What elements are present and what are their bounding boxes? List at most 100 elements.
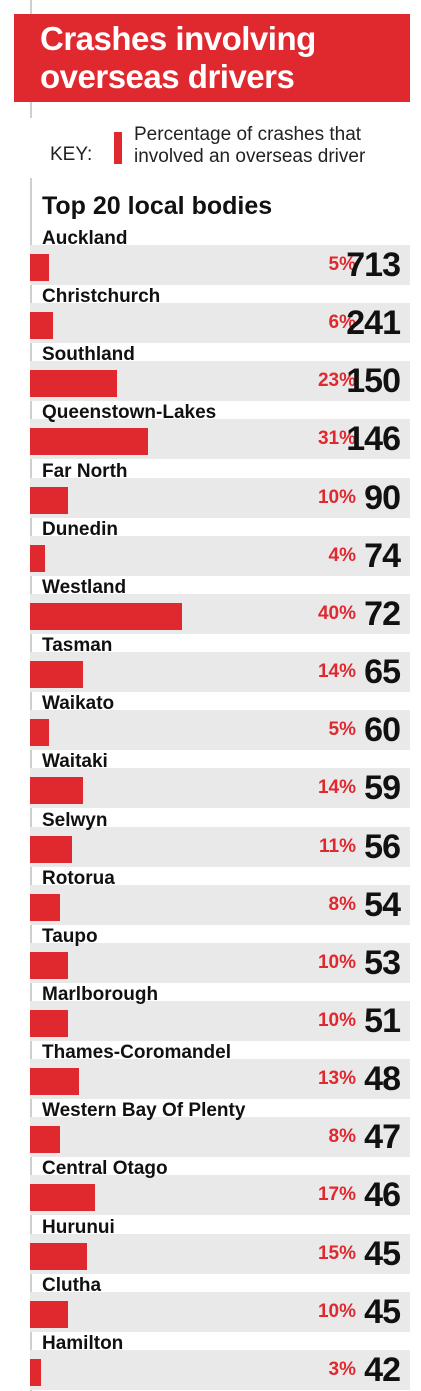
percentage-bar: [30, 254, 49, 281]
row-background: [30, 1349, 410, 1390]
percentage-bar: [30, 661, 84, 689]
category-label: Central Otago: [42, 1158, 168, 1180]
title-banner: Crashes involving overseas drivers: [14, 14, 410, 102]
crash-count-label: 713: [346, 246, 401, 284]
crash-count-label: 241: [346, 304, 401, 343]
percentage-label: 3%: [328, 1358, 356, 1380]
row-background: [30, 710, 410, 751]
percentage-label: 13%: [317, 1068, 356, 1090]
chart-row: Hamilton 3% 42: [30, 1332, 410, 1390]
chart-row: Marlborough 10% 51: [30, 983, 410, 1041]
row-background: [30, 768, 410, 809]
percentage-label: 14%: [317, 777, 356, 799]
title-line-2: overseas drivers: [40, 58, 295, 95]
percentage-bar: [30, 370, 118, 398]
crash-count-label: 150: [346, 362, 401, 401]
crash-count-label: 65: [364, 653, 401, 692]
percentage-bar: [30, 1068, 80, 1096]
crash-count-label: 146: [346, 420, 401, 459]
percentage-bar: [30, 893, 61, 921]
crash-count-label: 45: [364, 1234, 401, 1273]
category-label: Western Bay Of Plenty: [42, 1100, 246, 1122]
percentage-label: 10%: [317, 1009, 356, 1031]
chart-row: Waitaki 14% 59: [30, 750, 410, 809]
percentage-label: 11%: [319, 835, 356, 857]
percentage-bar: [30, 1126, 61, 1154]
row-background: [30, 1117, 410, 1158]
percentage-bar: [30, 486, 68, 514]
row-background: [30, 303, 410, 344]
chart-row: Tasman 14% 65: [30, 634, 410, 693]
row-background: [30, 1233, 410, 1274]
category-label: Southland: [42, 344, 135, 366]
legend-description-line-2: involved an overseas driver: [134, 146, 366, 167]
chart-row: Southland 23% 150: [30, 343, 410, 402]
category-label: Auckland: [42, 228, 128, 249]
category-label: Waitaki: [42, 751, 108, 773]
percentage-label: 17%: [317, 1184, 356, 1206]
category-label: Clutha: [42, 1274, 102, 1296]
category-label: Westland: [42, 576, 127, 598]
percentage-label: 6%: [328, 312, 356, 334]
chart-title: Top 20 local bodies: [42, 192, 273, 220]
percentage-label: 10%: [317, 1300, 356, 1322]
percentage-label: 31%: [317, 428, 356, 450]
category-label: Selwyn: [42, 809, 108, 831]
percentage-label: 4%: [328, 544, 356, 566]
percentage-label: 5%: [328, 254, 356, 275]
chart-row: Westland 40% 72: [30, 576, 410, 634]
crash-count-label: 47: [364, 1118, 401, 1157]
row-background: [30, 1059, 410, 1100]
percentage-label: 10%: [317, 951, 356, 973]
row-background: [30, 884, 410, 925]
percentage-bar: [30, 602, 182, 630]
crash-count-label: 90: [364, 478, 401, 517]
category-label: Far North: [42, 460, 128, 482]
crash-count-label: 42: [364, 1350, 401, 1389]
chart-row: Taupo 10% 53: [30, 925, 410, 983]
chart-row: Queenstown-Lakes 31% 146: [30, 401, 410, 460]
chart-row: Selwyn 11% 56: [30, 809, 410, 867]
category-label: Christchurch: [42, 286, 161, 308]
percentage-label: 15%: [317, 1242, 356, 1264]
category-label: Taupo: [42, 925, 98, 947]
row-background: [30, 826, 410, 867]
legend-key-label: KEY:: [50, 144, 93, 165]
crash-count-label: 53: [364, 943, 401, 982]
percentage-bar: [30, 428, 148, 456]
chart-row: Central Otago 17% 46: [30, 1157, 410, 1216]
percentage-label: 10%: [317, 486, 356, 508]
category-label: Dunedin: [42, 518, 118, 540]
percentage-bar: [30, 1184, 95, 1212]
crash-count-label: 72: [364, 594, 401, 633]
chart-row: Clutha 10% 45: [30, 1274, 410, 1332]
crash-count-label: 56: [364, 827, 401, 866]
row-background: [30, 477, 410, 518]
percentage-bar: [30, 719, 49, 747]
percentage-bar: [30, 1300, 68, 1328]
legend-description-line-1: Percentage of crashes that: [134, 124, 362, 145]
chart-row: Far North 10% 90: [30, 460, 410, 518]
row-background: [30, 1000, 410, 1041]
category-label: Tasman: [42, 635, 113, 657]
chart-row: Western Bay Of Plenty 8% 47: [30, 1099, 410, 1158]
legend: KEY: Percentage of crashes that involved…: [30, 118, 410, 178]
crash-count-label: 45: [364, 1292, 401, 1331]
crash-count-label: 46: [364, 1176, 401, 1215]
percentage-bar: [30, 951, 68, 979]
crash-count-label: 60: [364, 711, 401, 750]
category-label: Queenstown-Lakes: [42, 402, 217, 424]
row-background: [30, 1291, 410, 1332]
chart-row: Thames-Coromandel 13% 48: [30, 1041, 410, 1100]
percentage-label: 5%: [328, 719, 356, 741]
percentage-bar: [30, 1009, 68, 1037]
chart-frame: [30, 0, 412, 1391]
category-label: Rotorua: [42, 867, 115, 889]
percentage-bar: [30, 1242, 87, 1270]
category-label: Thames-Coromandel: [42, 1042, 231, 1064]
category-label: Marlborough: [42, 983, 159, 1005]
chart-row: Hurunui 15% 45: [30, 1216, 410, 1274]
chart-row: Auckland 5% 713: [30, 227, 410, 285]
row-background: [30, 942, 410, 983]
category-label: Waikato: [42, 693, 115, 715]
